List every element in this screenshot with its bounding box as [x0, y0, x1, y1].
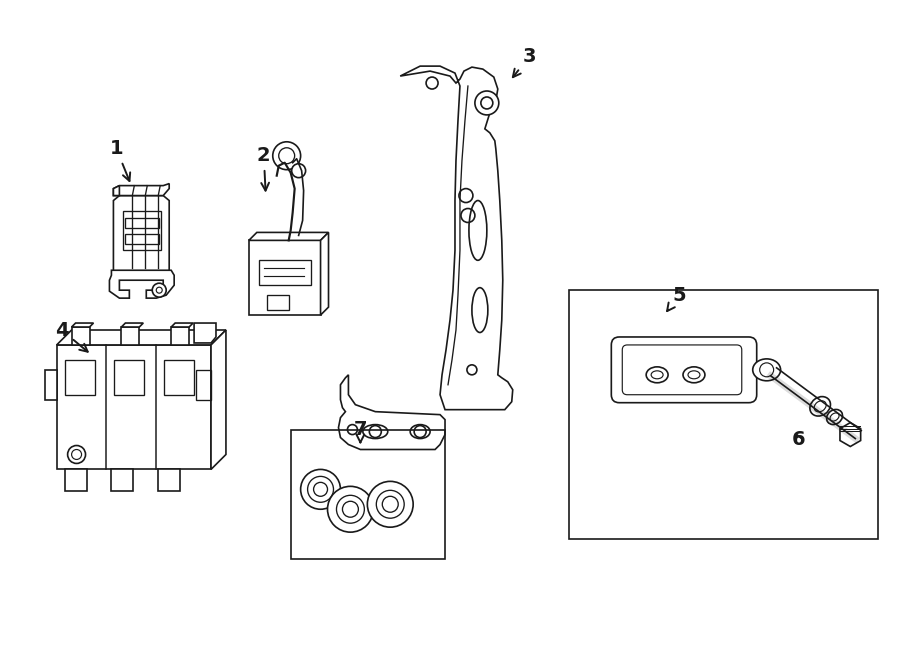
- Circle shape: [273, 142, 301, 170]
- Circle shape: [292, 164, 306, 178]
- Polygon shape: [65, 469, 86, 491]
- Polygon shape: [57, 345, 211, 469]
- Circle shape: [328, 486, 373, 532]
- Polygon shape: [72, 327, 89, 345]
- Circle shape: [367, 481, 413, 527]
- Polygon shape: [113, 184, 169, 196]
- Text: 6: 6: [792, 430, 806, 449]
- Polygon shape: [320, 233, 328, 315]
- Polygon shape: [211, 330, 226, 469]
- Ellipse shape: [646, 367, 668, 383]
- FancyBboxPatch shape: [611, 337, 757, 403]
- Circle shape: [152, 283, 166, 297]
- Bar: [291, 430, 445, 559]
- Polygon shape: [112, 469, 133, 491]
- Polygon shape: [338, 375, 445, 449]
- Polygon shape: [171, 323, 194, 327]
- Polygon shape: [248, 233, 328, 241]
- Bar: [570, 290, 878, 539]
- Polygon shape: [158, 469, 180, 491]
- Text: 1: 1: [110, 139, 130, 181]
- Polygon shape: [110, 270, 175, 298]
- Polygon shape: [194, 323, 216, 343]
- Circle shape: [68, 446, 86, 463]
- Polygon shape: [400, 66, 513, 410]
- Polygon shape: [122, 323, 143, 327]
- Polygon shape: [840, 422, 860, 447]
- Polygon shape: [113, 186, 120, 196]
- Polygon shape: [171, 327, 189, 345]
- Circle shape: [475, 91, 499, 115]
- Polygon shape: [72, 323, 94, 327]
- Ellipse shape: [810, 397, 831, 416]
- Ellipse shape: [752, 359, 780, 381]
- Text: 3: 3: [513, 47, 536, 77]
- Text: 2: 2: [257, 146, 271, 190]
- Polygon shape: [122, 327, 140, 345]
- Text: 5: 5: [667, 286, 686, 311]
- Polygon shape: [113, 196, 169, 278]
- Circle shape: [301, 469, 340, 509]
- Ellipse shape: [826, 409, 842, 424]
- Polygon shape: [57, 330, 226, 345]
- Text: 4: 4: [55, 321, 87, 352]
- Polygon shape: [45, 370, 57, 400]
- Text: 7: 7: [354, 420, 367, 443]
- Ellipse shape: [683, 367, 705, 383]
- Bar: [248, 241, 320, 315]
